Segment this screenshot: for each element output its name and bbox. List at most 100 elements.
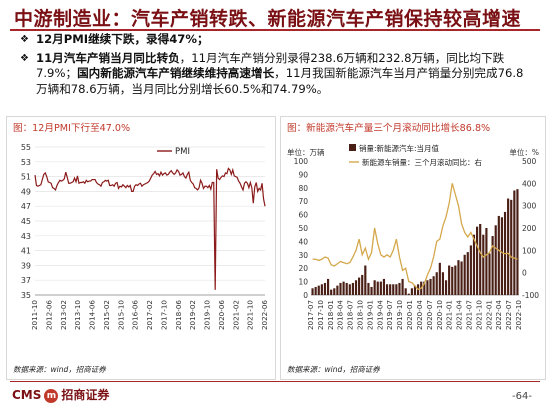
- pmi-y-tick: 45: [21, 217, 31, 226]
- nev-x-tick: 2022-01: [484, 300, 493, 330]
- nev-bar: [429, 278, 432, 295]
- nev-bar: [333, 288, 336, 295]
- bullet-list: ❖ 12月PMI继续下跌，录得47%； ❖ 11月汽车产销当月同比转负，11月汽…: [20, 32, 530, 100]
- nev-bar: [485, 228, 488, 295]
- nev-bar: [488, 253, 491, 295]
- brand-right: 招商证券: [61, 388, 110, 402]
- nev-x-tick: 2020-07: [425, 300, 434, 330]
- nev-bar: [469, 245, 472, 295]
- bullet-auto-bold2: 国内新能源汽车产销继续维持高速增长: [77, 66, 275, 80]
- brand-left: CMS: [12, 388, 42, 402]
- nev-left-tick: 50: [298, 224, 308, 233]
- nev-bar: [376, 281, 379, 295]
- nev-bar: [460, 261, 463, 295]
- pmi-x-tick: 2013-10: [73, 300, 82, 330]
- nev-bar: [448, 265, 451, 295]
- nev-bar: [479, 223, 482, 295]
- pmi-chart-source: 数据来源：wind，招商证券: [13, 365, 106, 374]
- nev-x-tick: 2021-04: [455, 300, 464, 330]
- bullet-auto-text2: ，11月我国新能源汽车当月产销量分别完成76.8万辆和78.6万辆，当月同比分别…: [36, 66, 524, 96]
- bullet-diamond-icon: ❖: [20, 52, 29, 64]
- pmi-x-tick: 2019-02: [188, 300, 197, 330]
- nev-yoy-line: [312, 183, 518, 291]
- pmi-x-tick: 2015-02: [102, 300, 111, 330]
- nev-bar: [326, 278, 330, 295]
- nev-right-tick: 400: [522, 179, 537, 188]
- nev-x-tick: 2017-10: [316, 300, 325, 330]
- nev-legend-bar-label: 销量:新能源汽车:当月值: [359, 143, 440, 153]
- nev-bar: [497, 215, 500, 295]
- nev-x-tick: 2018-04: [336, 300, 345, 330]
- nev-right-tick: 200: [522, 224, 537, 233]
- bullet-pmi-bold: 12月PMI继续下跌，录得47%；: [36, 32, 209, 46]
- nev-bar: [323, 282, 327, 295]
- nev-legend-bar-swatch: [349, 144, 356, 151]
- nev-bar: [476, 226, 479, 295]
- brand-mark-icon: m: [44, 389, 59, 403]
- nev-bar: [494, 225, 497, 295]
- nev-bar: [389, 284, 392, 295]
- nev-bar: [401, 278, 404, 295]
- pmi-y-tick: 49: [21, 187, 31, 196]
- nev-bar: [463, 254, 466, 295]
- nev-bar: [339, 282, 342, 295]
- brand-logo: CMS m 招商证券: [12, 386, 109, 403]
- pmi-y-tick: 37: [21, 276, 31, 285]
- pmi-x-tick: 2021-10: [246, 300, 255, 330]
- nev-right-tick: -100: [522, 291, 539, 300]
- nev-right-unit: 单位：%: [509, 147, 539, 157]
- pmi-x-tick: 2013-02: [59, 300, 68, 330]
- nev-chart-panel: 图：新能源汽车产量三个月滚动同比增长86.8% 0 10 20 30 40 50 60 70 8…: [280, 116, 546, 380]
- nev-bar: [444, 280, 448, 295]
- nev-bar: [330, 289, 333, 295]
- nev-bar: [513, 190, 516, 295]
- nev-bar: [392, 284, 395, 295]
- bullet-diamond-icon: ❖: [20, 34, 29, 45]
- nev-bar: [317, 285, 320, 295]
- nev-left-tick: 100: [294, 157, 309, 166]
- nev-bar: [438, 262, 441, 295]
- nev-x-tick: 2018-01: [326, 300, 335, 330]
- nev-bar: [466, 252, 469, 295]
- nev-right-tick: 300: [522, 202, 537, 211]
- nev-left-tick: 70: [298, 197, 308, 206]
- nev-bar: [367, 282, 370, 295]
- nev-bar: [314, 286, 317, 295]
- nev-bar: [454, 265, 457, 295]
- nev-bar: [441, 272, 445, 295]
- pmi-legend-label: PMI: [175, 147, 190, 157]
- nev-chart: 0 10 20 30 40 50 60 70 80 90 100 -100 0 100 200 300 400 5…: [287, 143, 539, 330]
- nev-bar: [311, 288, 314, 295]
- nev-left-tick: 80: [298, 184, 308, 193]
- nev-bar: [358, 277, 361, 295]
- nev-bar: [435, 272, 438, 295]
- nev-x-tick: 2022-10: [514, 300, 523, 330]
- nev-left-tick: 60: [298, 211, 308, 220]
- nev-bar: [320, 284, 323, 295]
- nev-left-tick: 20: [298, 264, 308, 273]
- nev-bar: [351, 282, 354, 295]
- nev-x-tick: 2021-01: [445, 300, 454, 330]
- nev-right-tick: 100: [522, 246, 537, 255]
- pmi-y-tick: 47: [21, 202, 31, 211]
- pmi-x-tick: 2015-10: [116, 300, 125, 330]
- nev-x-tick: 2022-07: [504, 300, 513, 330]
- nev-x-tick: 2020-10: [435, 300, 444, 330]
- nev-x-tick: 2020-04: [415, 300, 424, 330]
- nev-bar: [373, 280, 376, 295]
- nev-legend-line-label: 新能源车销量：三个月滚动同比：右: [362, 157, 482, 167]
- nev-bar: [423, 281, 426, 295]
- bullet-auto: ❖ 11月汽车产销当月同比转负，11月汽车产销分别录得238.6万辆和232.8…: [20, 51, 530, 98]
- footer-rule: [10, 381, 540, 382]
- nev-x-tick: 2019-01: [365, 300, 374, 330]
- nev-bar: [472, 234, 476, 295]
- nev-x-tick: 2017-07: [306, 300, 315, 330]
- pmi-y-tick: 55: [21, 143, 31, 152]
- pmi-chart-title: 图：12月PMI下行至47.0%: [13, 123, 131, 134]
- bullet-auto-bold: 11月汽车产销当月同比转负: [36, 50, 180, 65]
- pmi-x-tick: 2017-02: [145, 300, 154, 330]
- nev-left-tick: 30: [298, 251, 308, 260]
- pmi-y-tick: 51: [21, 173, 31, 182]
- nev-bar: [516, 189, 519, 295]
- nev-bar: [348, 284, 351, 295]
